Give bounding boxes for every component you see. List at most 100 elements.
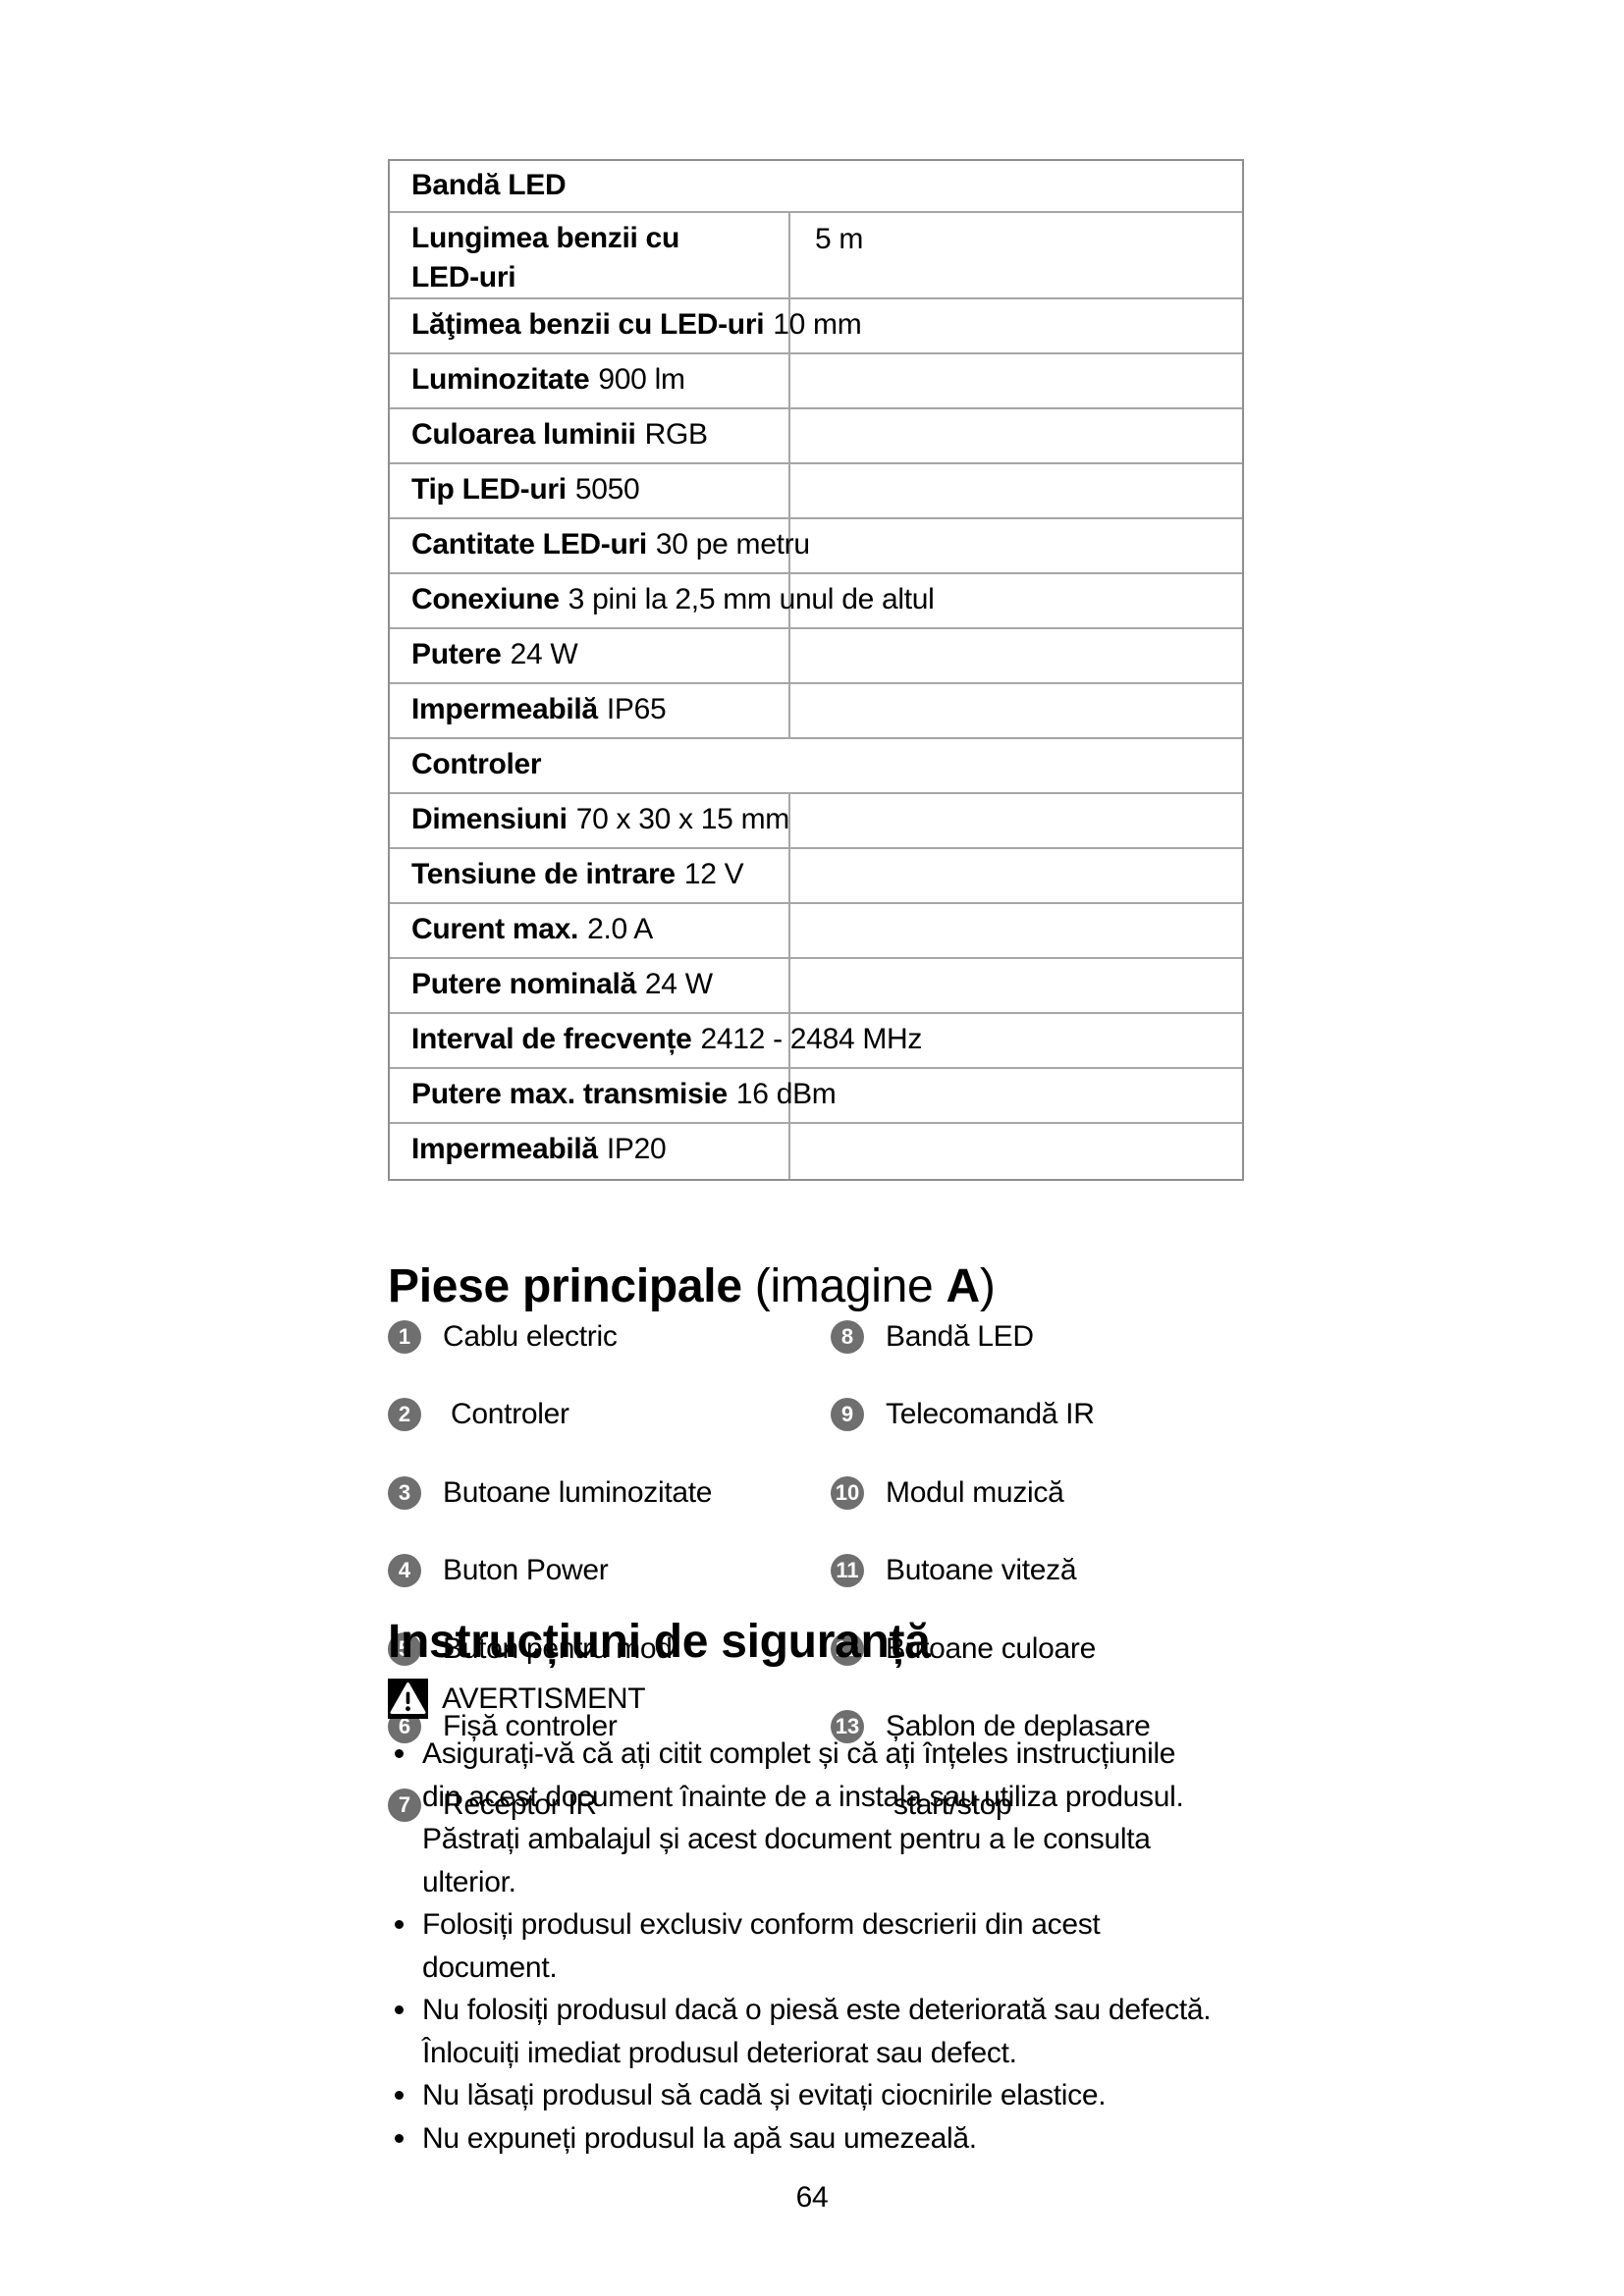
table-row: Dimensiuni 70 x 30 x 15 mm bbox=[390, 794, 1242, 849]
bullet-line: Asigurați-vă că ați citit complet și că … bbox=[388, 1733, 1276, 1776]
row-label: Impermeabilă bbox=[411, 1133, 598, 1165]
part-item: 2 Controler bbox=[388, 1394, 835, 1437]
part-item: 1 Cablu electric bbox=[388, 1315, 835, 1359]
column-divider bbox=[788, 1014, 790, 1067]
part-item: 8 Bandă LED bbox=[831, 1315, 1277, 1359]
part-number-badge: 3 bbox=[388, 1475, 421, 1510]
safety-bullet-list: Asigurați-vă că ați citit complet și că … bbox=[388, 1733, 1276, 2160]
column-divider bbox=[788, 1124, 790, 1179]
part-label: Fișă controler bbox=[443, 1710, 618, 1743]
part-label: Buton Power bbox=[443, 1554, 609, 1587]
row-value: RGB bbox=[644, 418, 708, 451]
part-item: 12 Butoane culoare bbox=[831, 1628, 1277, 1671]
row-value: 2412 - 2484 MHz bbox=[700, 1023, 923, 1055]
table-row: Impermeabilă IP65 bbox=[390, 684, 1242, 739]
row-value: IP20 bbox=[606, 1133, 667, 1165]
bullet-line: Păstrați ambalajul și acest document pen… bbox=[422, 1823, 1151, 1855]
column-divider bbox=[788, 354, 790, 407]
row-label: Controler bbox=[411, 748, 542, 780]
row-value: 3 pini la 2,5 mm unul de altul bbox=[568, 583, 935, 615]
part-label: Butoane viteză bbox=[886, 1554, 1077, 1587]
table-row: Impermeabilă IP20 bbox=[390, 1124, 1242, 1179]
bullet-line: Nu folosiți produsul dacă o piesă este d… bbox=[388, 1989, 1276, 2032]
table-row: Bandă LED bbox=[390, 161, 1242, 213]
row-value: 900 lm bbox=[598, 363, 685, 396]
table-row: Culoarea luminii RGB bbox=[390, 409, 1242, 464]
column-divider bbox=[788, 629, 790, 682]
column-divider bbox=[788, 299, 790, 352]
column-divider bbox=[788, 904, 790, 957]
part-label: Butoane culoare bbox=[886, 1631, 1096, 1665]
row-label: Culoarea luminii bbox=[411, 418, 636, 451]
part-label: Modul muzică bbox=[886, 1475, 1064, 1509]
part-label: Bandă LED bbox=[886, 1319, 1034, 1353]
column-divider bbox=[788, 409, 790, 462]
table-row: Lăţimea benzii cu LED-uri 10 mm bbox=[390, 299, 1242, 354]
parts-column-left: 1 Cablu electric 2 Controler 3 Butoane l… bbox=[388, 1280, 835, 1862]
column-divider bbox=[788, 794, 790, 847]
part-item: 9 Telecomandă IR bbox=[831, 1394, 1277, 1437]
safety-bullet: Asigurați-vă că ați citit complet și că … bbox=[388, 1733, 1276, 1903]
table-row: Conexiune 3 pini la 2,5 mm unul de altul bbox=[390, 574, 1242, 629]
warning-label: AVERTISMENT bbox=[442, 1682, 646, 1715]
table-row: Putere nominală 24 W bbox=[390, 959, 1242, 1014]
warning-row: AVERTISMENT bbox=[388, 1679, 1276, 1719]
row-value: 16 dBm bbox=[735, 1078, 837, 1110]
part-label: Buton pentru mod bbox=[443, 1631, 673, 1665]
row-value: 24 W bbox=[644, 968, 713, 1000]
row-value: 5 m bbox=[815, 223, 864, 255]
row-label: Lungimea benzii cu LED-uri bbox=[411, 222, 679, 294]
parts-column-right: 8 Bandă LED 9 Telecomandă IR 10 Modul mu… bbox=[831, 1280, 1277, 1862]
part-label: Telecomandă IR bbox=[886, 1398, 1095, 1431]
row-value: IP65 bbox=[606, 693, 667, 725]
part-label: Butoane luminozitate bbox=[443, 1475, 713, 1509]
part-label: Cablu electric bbox=[443, 1319, 618, 1353]
row-label: Putere nominală bbox=[411, 968, 636, 1000]
table-row: Tensiune de intrare 12 V bbox=[390, 849, 1242, 904]
row-label: Tip LED-uri bbox=[411, 473, 567, 506]
part-number-badge: 9 bbox=[831, 1398, 864, 1432]
bullet-line: din acest document înainte de a instala … bbox=[422, 1780, 1184, 1813]
row-label: Bandă LED bbox=[411, 169, 567, 201]
row-label: Conexiune bbox=[411, 583, 560, 615]
parts-section: Piese principale (imagine A) 1 Cablu ele… bbox=[388, 1225, 1281, 1822]
row-value: 24 W bbox=[510, 638, 578, 670]
row-label: Impermeabilă bbox=[411, 693, 598, 725]
part-label: Șablon de deplasare bbox=[886, 1710, 1151, 1743]
column-divider bbox=[788, 849, 790, 902]
part-label: Receptor IR bbox=[443, 1788, 597, 1821]
part-item: 13 Șablon de deplasare bbox=[831, 1706, 1277, 1749]
safety-bullet: Nu folosiți produsul dacă o piesă este d… bbox=[388, 1989, 1276, 2074]
safety-bullet: Folosiți produsul exclusiv conform descr… bbox=[388, 1903, 1276, 1989]
part-label: Controler bbox=[443, 1398, 569, 1431]
part-number-badge: 7 bbox=[388, 1788, 421, 1822]
column-divider bbox=[788, 464, 790, 517]
row-label: Interval de frecvențe bbox=[411, 1023, 692, 1055]
safety-heading: Instrucțiuni de siguranță bbox=[388, 1616, 931, 1668]
part-number-badge: 8 bbox=[831, 1319, 864, 1354]
part-item: 4 Buton Power bbox=[388, 1550, 835, 1593]
row-value: 30 pe metru bbox=[655, 528, 810, 561]
table-row: Curent max. 2.0 A bbox=[390, 904, 1242, 959]
part-number-badge: 2 bbox=[388, 1398, 421, 1432]
row-value: 5050 bbox=[574, 473, 640, 506]
row-value: 70 x 30 x 15 mm bbox=[575, 803, 790, 835]
row-label: Cantitate LED-uri bbox=[411, 528, 647, 561]
part-number-badge: 1 bbox=[388, 1319, 421, 1354]
part-item: 3 Butoane luminozitate bbox=[388, 1471, 835, 1515]
table-row: Interval de frecvențe 2412 - 2484 MHz bbox=[390, 1014, 1242, 1069]
row-label: Dimensiuni bbox=[411, 803, 568, 835]
part-number-badge: 11 bbox=[831, 1554, 864, 1588]
column-divider bbox=[788, 959, 790, 1012]
safety-section: Instrucțiuni de siguranță AVERTISMENT As… bbox=[388, 1616, 1276, 2160]
row-label: Luminozitate bbox=[411, 363, 590, 396]
safety-bullet: Nu expuneți produsul la apă sau umezeală… bbox=[388, 2117, 1276, 2161]
column-divider bbox=[788, 1069, 790, 1122]
row-label: Lăţimea benzii cu LED-uri bbox=[411, 308, 765, 341]
column-divider bbox=[788, 213, 790, 297]
part-number-badge: 10 bbox=[831, 1475, 864, 1510]
row-label: Tensiune de intrare bbox=[411, 858, 676, 890]
safety-bullet: Nu lăsați produsul să cadă și evitați ci… bbox=[388, 2074, 1276, 2117]
bullet-line: Nu lăsați produsul să cadă și evitați ci… bbox=[388, 2074, 1276, 2117]
